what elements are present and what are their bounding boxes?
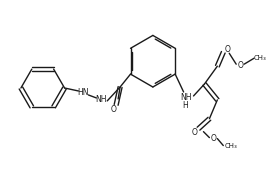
Text: O: O [192, 128, 197, 137]
Text: H: H [183, 101, 189, 110]
Text: O: O [210, 134, 216, 143]
Text: HN: HN [78, 89, 89, 98]
Text: NH: NH [95, 95, 107, 104]
Text: CH₃: CH₃ [225, 143, 238, 149]
Text: O: O [224, 45, 230, 54]
Text: NH: NH [180, 93, 191, 102]
Text: CH₃: CH₃ [254, 55, 266, 61]
Text: O: O [237, 61, 243, 70]
Text: O: O [110, 105, 116, 114]
